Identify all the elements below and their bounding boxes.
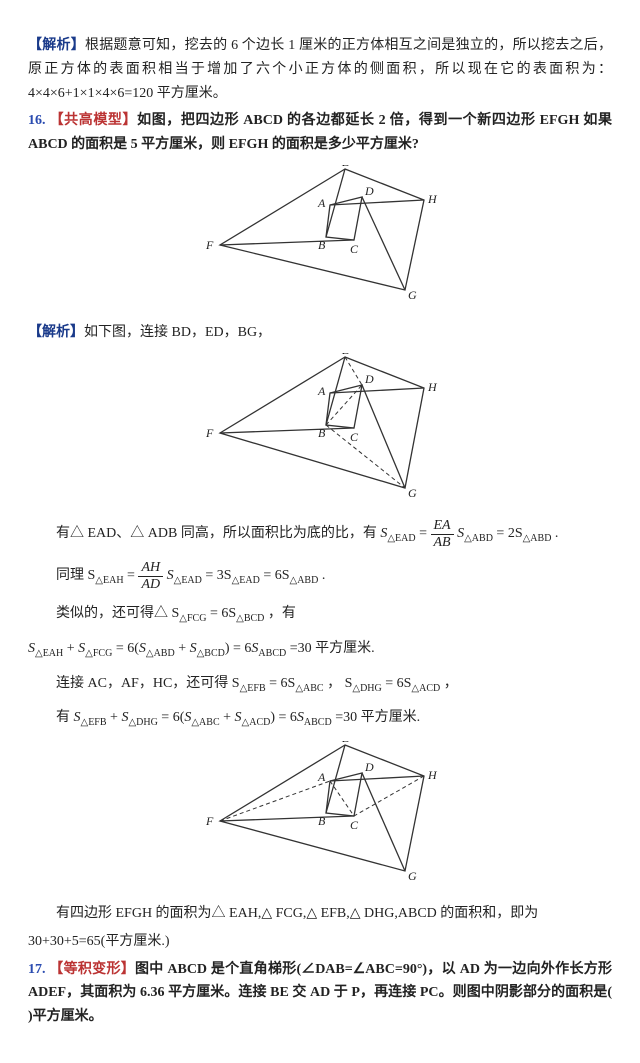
svg-text:D: D: [364, 372, 374, 386]
p16-tag: 【共高模型】: [50, 113, 138, 128]
p17-tag: 【等积变形】: [49, 962, 135, 977]
svg-text:C: C: [350, 818, 359, 832]
svg-text:H: H: [427, 192, 438, 206]
svg-text:E: E: [341, 165, 350, 169]
step2: 同理 S△EAH = AHAD S△EAD = 3S△EAD = 6S△ABD …: [56, 560, 612, 592]
figure-3: E F G H A B C D: [28, 741, 612, 890]
p17-num: 17.: [28, 962, 46, 977]
efgh-diagram-3: E F G H A B C D: [190, 741, 450, 881]
svg-text:H: H: [427, 380, 438, 394]
svg-text:G: G: [408, 869, 417, 881]
p15-analysis: 【解析】根据题意可知，挖去的 6 个边长 1 厘米的正方体相互之间是独立的，所以…: [28, 34, 612, 105]
p16-num: 16.: [28, 113, 46, 128]
svg-text:D: D: [364, 184, 374, 198]
intro: 如下图，连接 BD，ED，BG，: [84, 325, 271, 340]
svg-text:D: D: [364, 760, 374, 774]
efgh-diagram-2: E F G H A B C D: [190, 353, 450, 498]
svg-text:G: G: [408, 288, 417, 300]
svg-text:H: H: [427, 768, 438, 782]
svg-text:C: C: [350, 242, 359, 256]
p17-question: 17. 【等积变形】图中 ABCD 是个直角梯形(∠DAB=∠ABC=90°)，…: [28, 958, 612, 1029]
step1: 有△ EAD、△ ADB 同高，所以面积比为底的比，有 S△EAD = EAAB…: [56, 518, 612, 550]
svg-text:F: F: [205, 814, 214, 828]
svg-text:C: C: [350, 430, 359, 444]
step6: 有 S△EFB + S△DHG = 6(S△ABC + S△ACD) = 6SA…: [56, 706, 612, 731]
efgh-diagram-1: E F G H A B C D: [190, 165, 450, 300]
svg-text:A: A: [317, 384, 326, 398]
svg-text:A: A: [317, 770, 326, 784]
svg-text:F: F: [205, 426, 214, 440]
p16-analysis-intro: 【解析】如下图，连接 BD，ED，BG，: [28, 321, 612, 345]
svg-text:E: E: [341, 741, 350, 745]
p16-question: 16. 【共高模型】如图，把四边形 ABCD 的各边都延长 2 倍，得到一个新四…: [28, 109, 612, 157]
svg-text:E: E: [341, 353, 350, 357]
svg-text:G: G: [408, 486, 417, 498]
svg-text:B: B: [318, 814, 326, 828]
analysis-label: 【解析】: [28, 38, 85, 53]
label: 【解析】: [28, 325, 84, 340]
p15-text: 根据题意可知，挖去的 6 个边长 1 厘米的正方体相互之间是独立的，所以挖去之后…: [28, 38, 612, 101]
step3: 类似的，还可得△ S△FCG = 6S△BCD ，有: [56, 602, 612, 627]
svg-text:B: B: [318, 426, 326, 440]
svg-text:B: B: [318, 238, 326, 252]
step5: 连接 AC，AF，HC，还可得 S△EFB = 6S△ABC ， S△DHG =…: [56, 672, 612, 697]
step4: S△EAH + S△FCG = 6(S△ABD + S△BCD) = 6SABC…: [28, 637, 612, 662]
p16-conclusion-a: 有四边形 EFGH 的面积为△ EAH,△ FCG,△ EFB,△ DHG,AB…: [28, 902, 612, 926]
figure-1: E F G H A B C D: [28, 165, 612, 309]
svg-text:F: F: [205, 238, 214, 252]
svg-text:A: A: [317, 196, 326, 210]
p16-conclusion-b: 30+30+5=65(平方厘米.): [28, 930, 612, 954]
figure-2: E F G H A B C D: [28, 353, 612, 507]
